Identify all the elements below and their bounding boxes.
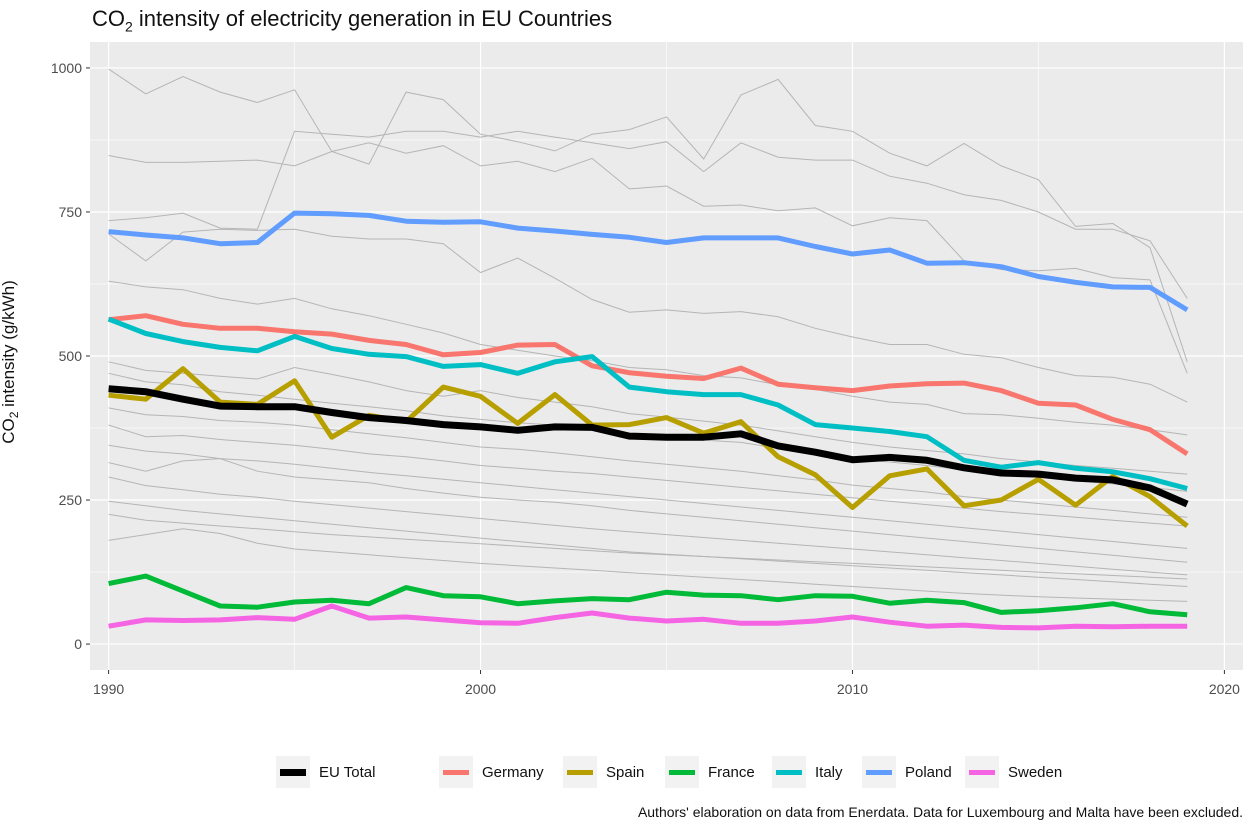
legend-item-france: France xyxy=(665,756,755,788)
background-country-line xyxy=(108,476,1188,576)
y-tick-label: 0 xyxy=(74,636,82,652)
x-tick-label: 2010 xyxy=(837,681,868,697)
background-country-line xyxy=(108,130,1188,299)
background-country-line xyxy=(108,528,1188,602)
legend-swatch xyxy=(443,769,469,775)
series-line-italy xyxy=(107,316,1188,491)
legend-key xyxy=(665,756,699,788)
x-tick-label: 2000 xyxy=(465,681,496,697)
legend-item-eu-total: EU Total xyxy=(276,756,375,788)
legend-label: Sweden xyxy=(1008,763,1063,781)
caption: Authors' elaboration on data from Enerda… xyxy=(637,804,1243,820)
background-country-line xyxy=(108,280,1188,436)
legend-key xyxy=(862,756,896,788)
legend-item-poland: Poland xyxy=(862,756,952,788)
legend-swatch xyxy=(776,769,802,775)
series-line-spain xyxy=(108,366,1189,528)
chart-title: CO2 intensity of electricity generation … xyxy=(92,6,613,35)
legend-label: Spain xyxy=(606,763,645,781)
legend-item-sweden: Sweden xyxy=(965,756,1062,788)
y-tick-label: 500 xyxy=(59,348,83,364)
series-line-poland xyxy=(108,210,1189,313)
highlighted-series-lines xyxy=(107,210,1189,631)
background-country-line xyxy=(108,458,1188,563)
y-tick-label: 750 xyxy=(59,204,83,220)
background-country-line xyxy=(108,424,1188,527)
legend-label: EU Total xyxy=(319,763,376,781)
legend-swatch xyxy=(567,769,593,775)
legend-item-italy: Italy xyxy=(772,756,843,788)
legend-label: Germany xyxy=(482,763,544,781)
series-line-germany xyxy=(108,313,1189,456)
background-country-lines xyxy=(108,68,1188,602)
legend-item-germany: Germany xyxy=(439,756,544,788)
legend-swatch xyxy=(280,768,306,776)
series-line-eu-total xyxy=(108,385,1189,508)
background-country-line xyxy=(108,68,1188,362)
legend-item-spain: Spain xyxy=(563,756,644,788)
legend-label: Italy xyxy=(815,763,843,781)
y-tick-label: 1000 xyxy=(51,60,82,76)
background-country-line xyxy=(108,228,1188,403)
series-line-france xyxy=(108,573,1188,618)
legend: EU Total Germany Spain France Italy Poland Swe… xyxy=(0,756,1255,788)
legend-swatch xyxy=(669,769,695,775)
series-line-sweden xyxy=(108,603,1188,631)
legend-key xyxy=(772,756,806,788)
legend-swatch xyxy=(969,769,995,775)
legend-key xyxy=(276,756,310,788)
x-tick-label: 1990 xyxy=(93,681,124,697)
legend-label: Poland xyxy=(905,763,952,781)
background-country-line xyxy=(108,444,1188,549)
background-country-line xyxy=(108,513,1188,580)
line-chart: 0 250 500 750 1000 1990 2000 2010 2020 xyxy=(51,42,1243,697)
legend-key xyxy=(439,756,473,788)
legend-swatch xyxy=(866,769,892,775)
x-axis-ticks: 1990 2000 2010 2020 xyxy=(93,670,1240,697)
y-axis-ticks: 0 250 500 750 1000 xyxy=(51,60,90,652)
background-country-line xyxy=(108,361,1188,475)
background-country-line xyxy=(108,500,1188,587)
legend-label: France xyxy=(708,763,755,781)
x-tick-label: 2020 xyxy=(1209,681,1240,697)
y-tick-label: 250 xyxy=(59,492,83,508)
legend-key xyxy=(563,756,597,788)
legend-key xyxy=(965,756,999,788)
background-country-line xyxy=(108,407,1188,518)
